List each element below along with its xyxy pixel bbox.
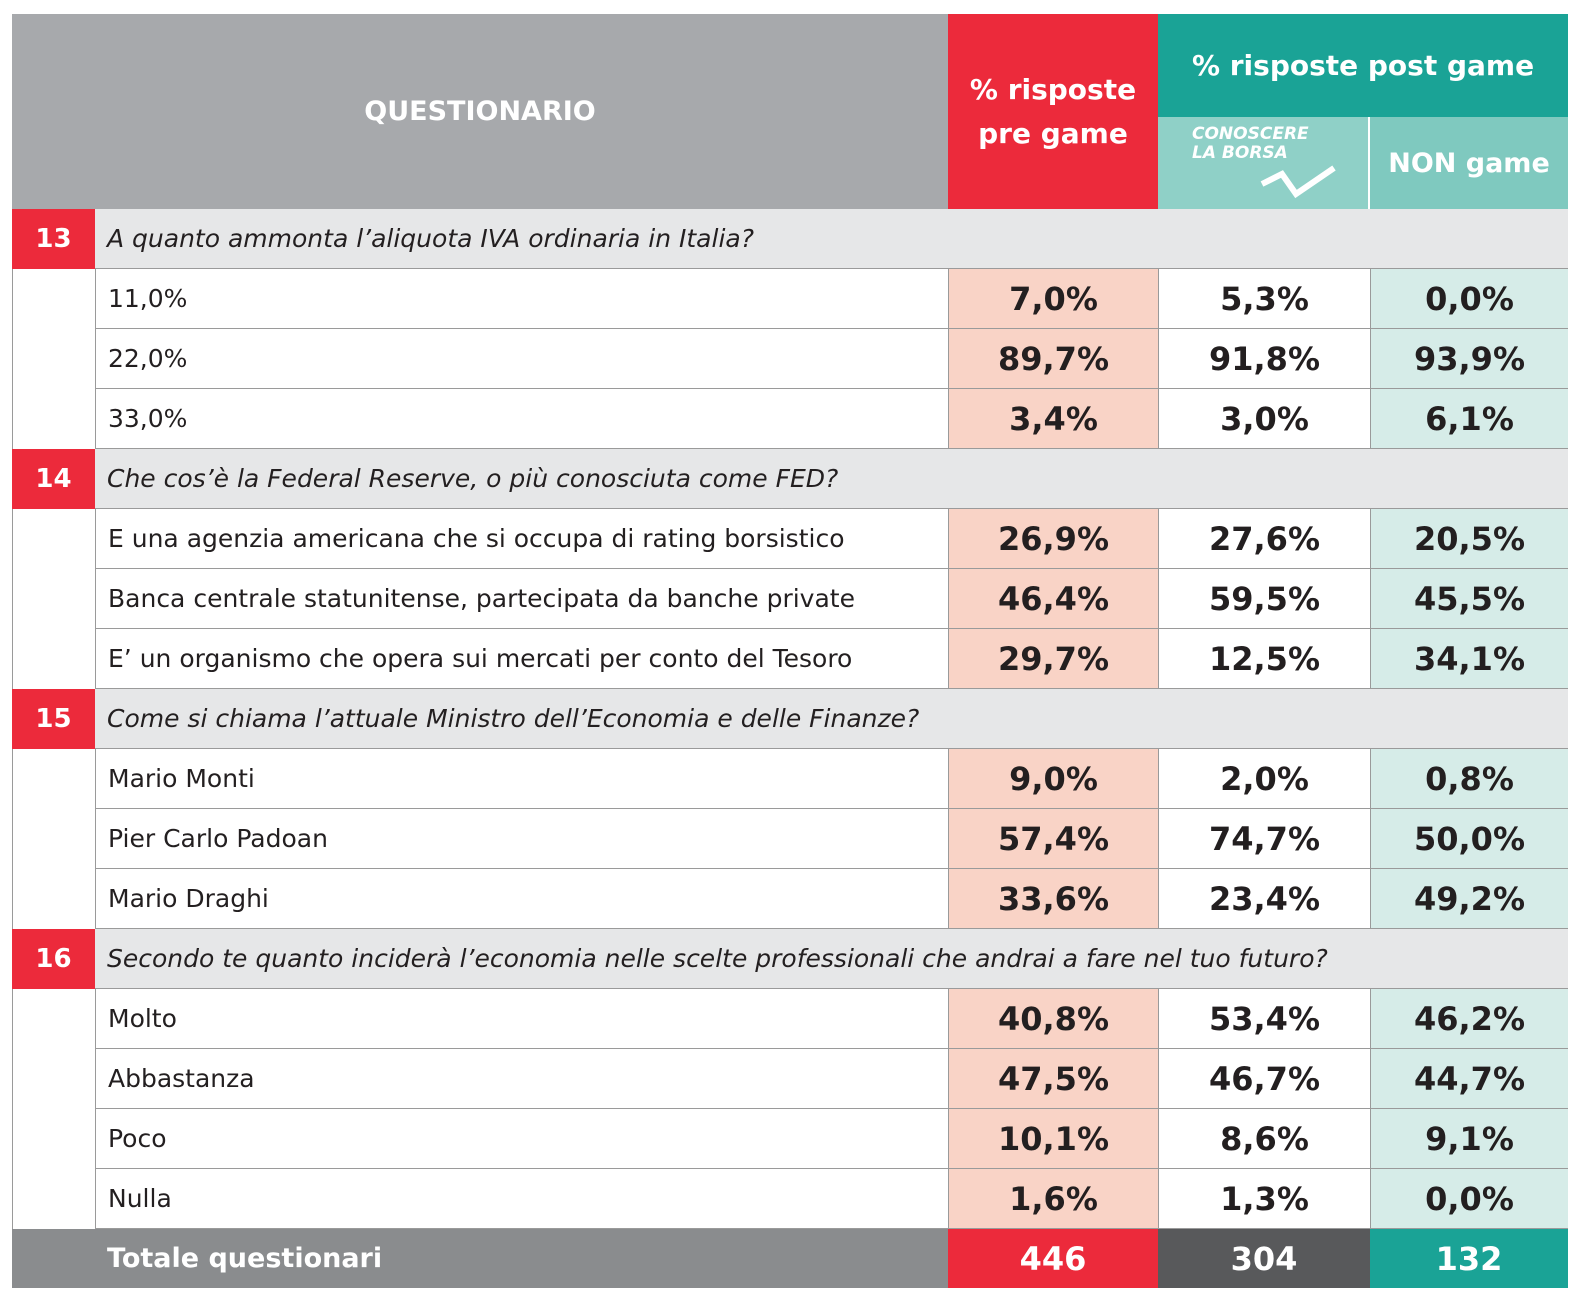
number-spacer — [12, 509, 95, 689]
total-label: Totale questionari — [12, 1229, 948, 1288]
pre-value: 47,5% — [948, 1049, 1158, 1109]
answer-label: 22,0% — [95, 329, 948, 389]
total-pre: 446 — [948, 1229, 1158, 1288]
pre-value: 10,1% — [948, 1109, 1158, 1169]
conoscere-value: 2,0% — [1158, 749, 1370, 809]
non-value: 0,8% — [1370, 749, 1568, 809]
conoscere-value: 46,7% — [1158, 1049, 1370, 1109]
non-value: 0,0% — [1370, 1169, 1568, 1229]
number-spacer — [12, 749, 95, 929]
header-pre: % risposte pre game — [948, 14, 1158, 209]
conoscere-value: 27,6% — [1158, 509, 1370, 569]
pre-value: 33,6% — [948, 869, 1158, 929]
non-value: 93,9% — [1370, 329, 1568, 389]
conoscere-value: 59,5% — [1158, 569, 1370, 629]
header-conoscere: CONOSCERE LA BORSA — [1158, 117, 1370, 209]
conoscere-text: CONOSCERE — [1192, 124, 1309, 144]
non-value: 49,2% — [1370, 869, 1568, 929]
header-title: QUESTIONARIO — [12, 14, 948, 209]
question-number: 15 — [12, 689, 95, 749]
question-number: 14 — [12, 449, 95, 509]
borsa-arrow — [1260, 165, 1336, 199]
answer-label: Mario Draghi — [95, 869, 948, 929]
pre-value: 40,8% — [948, 989, 1158, 1049]
question-text: A quanto ammonta l’aliquota IVA ordinari… — [95, 209, 1568, 269]
pre-value: 9,0% — [948, 749, 1158, 809]
conoscere-value: 53,4% — [1158, 989, 1370, 1049]
non-value: 45,5% — [1370, 569, 1568, 629]
conoscere-text: LA BORSA — [1192, 143, 1288, 163]
non-value: 50,0% — [1370, 809, 1568, 869]
pre-value: 7,0% — [948, 269, 1158, 329]
pre-value: 29,7% — [948, 629, 1158, 689]
pre-value: 26,9% — [948, 509, 1158, 569]
question-number: 13 — [12, 209, 95, 269]
pre-value: 46,4% — [948, 569, 1158, 629]
question-number: 16 — [12, 929, 95, 989]
non-value: 34,1% — [1370, 629, 1568, 689]
non-value: 44,7% — [1370, 1049, 1568, 1109]
answer-label: 33,0% — [95, 389, 948, 449]
non-value: 46,2% — [1370, 989, 1568, 1049]
question-text: Che cos’è la Federal Reserve, o più cono… — [95, 449, 1568, 509]
question-text: Secondo te quanto inciderà l’economia ne… — [95, 929, 1568, 989]
number-spacer — [12, 989, 95, 1229]
answer-label: Mario Monti — [95, 749, 948, 809]
header-post: % risposte post game — [1158, 14, 1568, 117]
total-conoscere: 304 — [1158, 1229, 1370, 1288]
answer-label: Pier Carlo Padoan — [95, 809, 948, 869]
non-value: 9,1% — [1370, 1109, 1568, 1169]
header-non: NON game — [1370, 117, 1568, 209]
pre-value: 1,6% — [948, 1169, 1158, 1229]
pre-value: 3,4% — [948, 389, 1158, 449]
number-spacer — [12, 269, 95, 449]
conoscere-value: 12,5% — [1158, 629, 1370, 689]
non-value: 6,1% — [1370, 389, 1568, 449]
answer-label: Poco — [95, 1109, 948, 1169]
answer-label: E’ un organismo che opera sui mercati pe… — [95, 629, 948, 689]
conoscere-value: 1,3% — [1158, 1169, 1370, 1229]
conoscere-value: 8,6% — [1158, 1109, 1370, 1169]
answer-label: Banca centrale statunitense, partecipata… — [95, 569, 948, 629]
answer-label: E una agenzia americana che si occupa di… — [95, 509, 948, 569]
conoscere-value: 23,4% — [1158, 869, 1370, 929]
conoscere-value: 3,0% — [1158, 389, 1370, 449]
pre-value: 57,4% — [948, 809, 1158, 869]
non-value: 20,5% — [1370, 509, 1568, 569]
answer-label: Abbastanza — [95, 1049, 948, 1109]
answer-label: 11,0% — [95, 269, 948, 329]
conoscere-value: 91,8% — [1158, 329, 1370, 389]
pre-value: 89,7% — [948, 329, 1158, 389]
answer-label: Nulla — [95, 1169, 948, 1229]
answer-label: Molto — [95, 989, 948, 1049]
question-text: Come si chiama l’attuale Ministro dell’E… — [95, 689, 1568, 749]
total-non: 132 — [1370, 1229, 1568, 1288]
non-value: 0,0% — [1370, 269, 1568, 329]
conoscere-value: 5,3% — [1158, 269, 1370, 329]
conoscere-value: 74,7% — [1158, 809, 1370, 869]
